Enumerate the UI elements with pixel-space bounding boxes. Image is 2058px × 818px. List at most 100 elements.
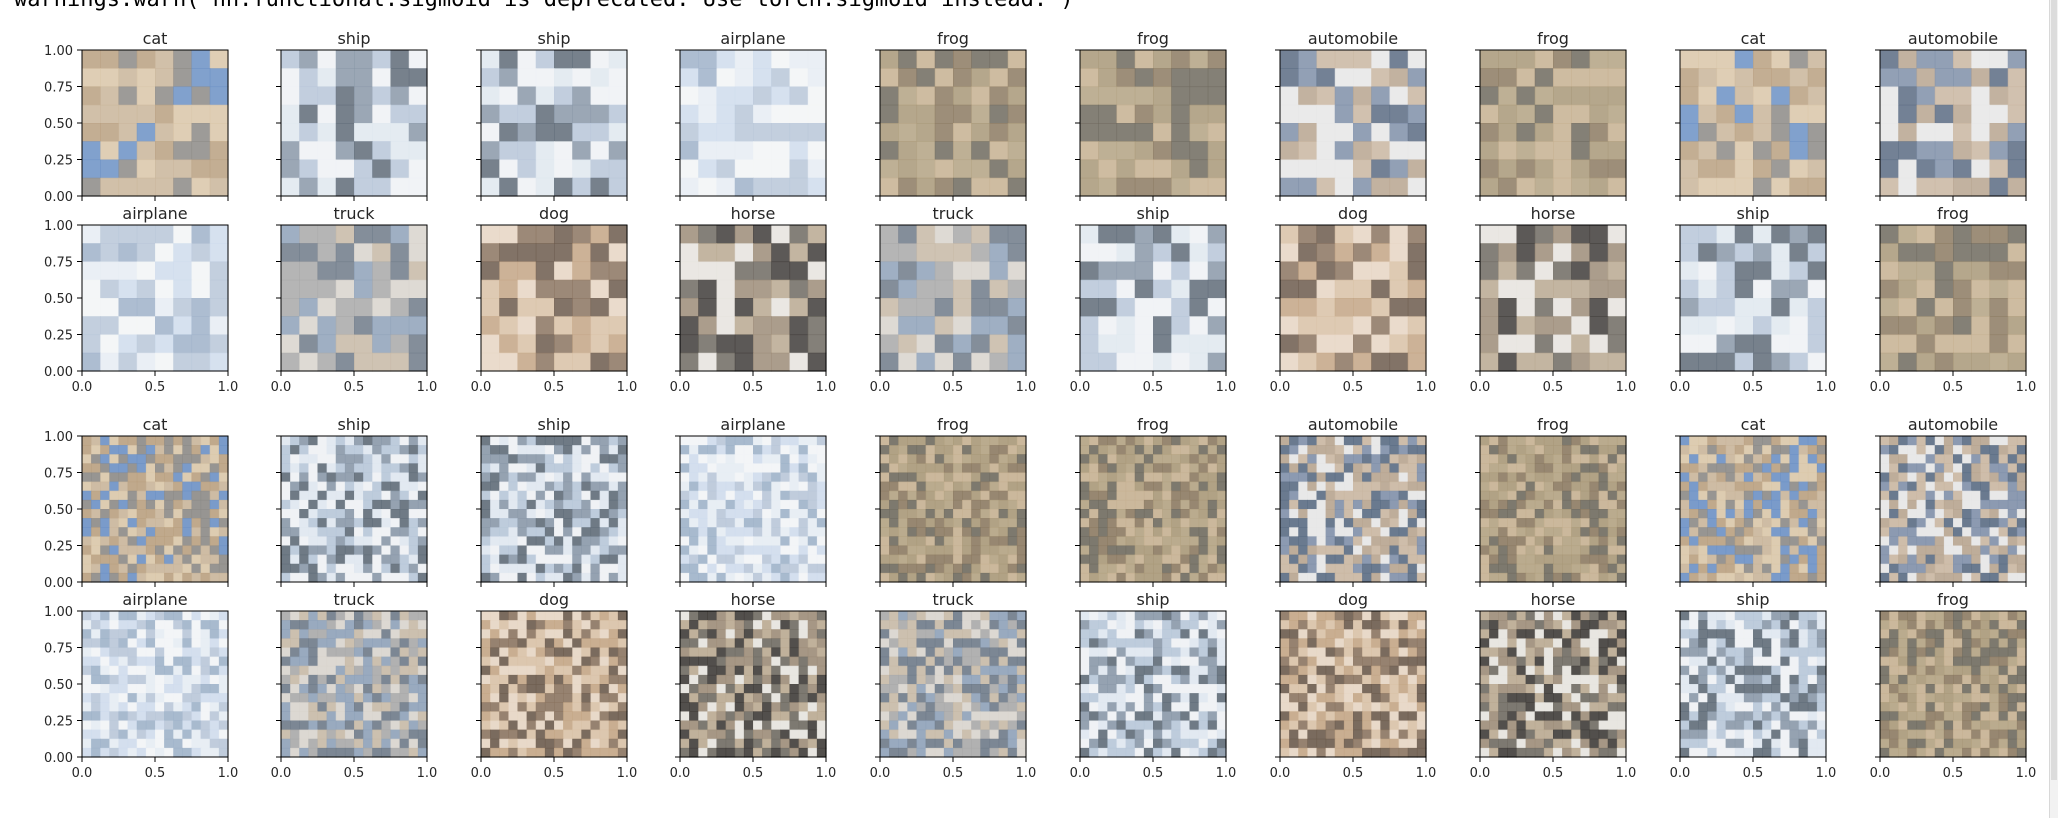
image-pixel xyxy=(200,656,211,667)
image-pixel xyxy=(535,463,546,474)
image-pixel xyxy=(1716,499,1727,510)
image-pixel xyxy=(535,545,546,556)
y-tick-label: 0.75 xyxy=(44,642,73,657)
image-pixel xyxy=(344,454,355,464)
image-pixel xyxy=(381,747,392,758)
image-pixel xyxy=(1389,454,1400,464)
image-pixel xyxy=(517,104,537,124)
image-pixel xyxy=(517,545,528,556)
image-pixel xyxy=(943,499,954,510)
image-pixel xyxy=(1607,481,1618,492)
image-pixel xyxy=(989,68,1009,88)
image-pixel xyxy=(508,509,519,519)
image-pixel xyxy=(1216,445,1227,455)
image-pixel xyxy=(173,454,183,464)
image-pixel xyxy=(789,50,809,69)
image-pixel xyxy=(743,436,754,446)
image-pixel xyxy=(1925,472,1936,483)
image-pixel xyxy=(1562,445,1572,455)
image-pixel xyxy=(1480,463,1490,474)
image-pixel xyxy=(1534,316,1554,336)
image-pixel xyxy=(989,261,1009,281)
image-pixel xyxy=(136,352,156,372)
image-pixel xyxy=(1289,472,1299,483)
image-pixel xyxy=(281,352,300,372)
image-pixel xyxy=(91,674,101,685)
image-pixel xyxy=(517,123,537,142)
image-pixel xyxy=(372,518,382,528)
image-pixel xyxy=(1771,279,1791,299)
image-pixel xyxy=(344,738,355,749)
image-pixel xyxy=(762,481,772,492)
image-pixel xyxy=(1589,298,1609,317)
image-pixel xyxy=(1307,518,1318,528)
image-pixel xyxy=(1498,104,1518,124)
image-pixel xyxy=(989,509,1000,519)
image-pixel xyxy=(1916,554,1927,565)
image-pixel xyxy=(1207,545,1218,556)
image-pixel xyxy=(363,620,373,630)
image-pixel xyxy=(1362,454,1372,464)
image-pixel xyxy=(1325,481,1336,492)
image-pixel xyxy=(136,702,147,712)
image-pixel xyxy=(1334,554,1345,565)
image-pixel xyxy=(898,490,908,501)
image-pixel xyxy=(390,261,410,281)
image-pixel xyxy=(1698,472,1708,483)
image-pixel xyxy=(354,225,373,244)
image-pixel xyxy=(1971,490,1981,501)
image-pixel xyxy=(82,572,92,583)
image-pixel xyxy=(2007,298,2027,317)
image-pixel xyxy=(1389,527,1400,537)
image-pixel xyxy=(363,611,373,621)
image-pixel xyxy=(173,611,183,621)
image-pixel xyxy=(508,665,519,676)
image-pixel xyxy=(980,454,991,464)
image-pixel xyxy=(1971,68,1991,88)
image-pixel xyxy=(698,279,718,299)
image-pixel xyxy=(182,527,193,537)
image-pixel xyxy=(508,563,519,574)
image-pixel xyxy=(962,563,972,574)
image-pixel xyxy=(1734,554,1745,565)
image-pixel xyxy=(962,545,972,556)
image-pixel xyxy=(1607,334,1627,354)
x-tick-label: 1.0 xyxy=(1616,380,1637,395)
image-pixel xyxy=(898,68,918,88)
image-pixel xyxy=(1789,518,1800,528)
image-pixel xyxy=(698,472,708,483)
image-pixel xyxy=(1616,499,1627,510)
image-pixel xyxy=(1098,463,1108,474)
image-pixel xyxy=(326,611,337,621)
image-pixel xyxy=(617,638,628,649)
image-pixel xyxy=(1698,298,1718,317)
image-pixel xyxy=(118,729,129,740)
image-pixel xyxy=(807,490,818,501)
image-pixel xyxy=(1307,454,1318,464)
image-pixel xyxy=(118,647,129,658)
image-pixel xyxy=(716,86,736,106)
image-pixel xyxy=(1771,261,1791,281)
image-pixel xyxy=(590,647,601,658)
image-pixel xyxy=(1116,123,1136,142)
image-pixel xyxy=(155,177,174,197)
image-pixel xyxy=(934,159,954,179)
image-pixel xyxy=(281,647,291,658)
image-pixel xyxy=(326,702,337,712)
image-pixel xyxy=(762,527,772,537)
image-pixel xyxy=(989,159,1009,179)
image-pixel xyxy=(1916,445,1927,455)
image-pixel xyxy=(953,554,963,565)
image-pixel xyxy=(182,629,193,639)
image-pixel xyxy=(1598,472,1609,483)
y-tick-label: 0.25 xyxy=(44,715,73,730)
image-pixel xyxy=(943,536,954,547)
image-pixel xyxy=(1171,50,1191,69)
image-pixel xyxy=(1734,177,1754,197)
image-pixel xyxy=(1007,225,1027,244)
image-pixel xyxy=(91,509,101,519)
image-pixel xyxy=(2007,104,2027,124)
image-pixel xyxy=(1125,445,1136,455)
image-pixel xyxy=(1534,563,1545,574)
image-pixel xyxy=(326,545,337,556)
